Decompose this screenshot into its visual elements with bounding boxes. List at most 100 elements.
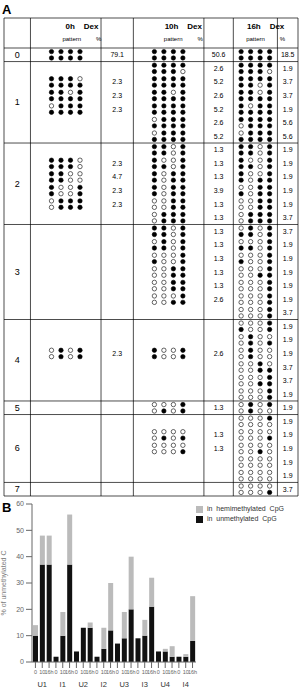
svg-text:16h Dex: 16h Dex <box>247 22 285 31</box>
svg-text:1.9: 1.9 <box>283 459 293 466</box>
svg-text:40: 40 <box>16 553 24 560</box>
svg-text:5.6: 5.6 <box>283 119 293 126</box>
svg-text:3.7: 3.7 <box>283 364 293 371</box>
svg-text:0: 0 <box>95 669 98 675</box>
svg-text:1.9: 1.9 <box>283 106 293 113</box>
svg-text:2.3: 2.3 <box>112 201 122 208</box>
svg-text:1.9: 1.9 <box>283 472 293 479</box>
svg-text:1.3: 1.3 <box>214 431 224 438</box>
svg-text:2.6: 2.6 <box>214 350 224 357</box>
svg-text:1.3: 1.3 <box>214 445 224 452</box>
svg-text:1.9: 1.9 <box>283 173 293 180</box>
svg-text:50.6: 50.6 <box>212 51 226 58</box>
svg-text:1.9: 1.9 <box>283 241 293 248</box>
svg-text:3.9: 3.9 <box>214 187 224 194</box>
svg-text:10: 10 <box>16 632 24 639</box>
svg-text:I2: I2 <box>101 680 107 689</box>
svg-text:pattern %: pattern % <box>164 36 204 42</box>
svg-text:2.3: 2.3 <box>112 187 122 194</box>
svg-text:18.5: 18.5 <box>281 51 294 58</box>
svg-text:16h: 16h <box>44 669 53 675</box>
svg-text:1.9: 1.9 <box>283 350 293 357</box>
svg-text:2.3: 2.3 <box>112 106 122 113</box>
svg-text:1.3: 1.3 <box>214 228 224 235</box>
svg-text:3: 3 <box>15 267 20 277</box>
svg-text:1.9: 1.9 <box>283 65 293 72</box>
svg-text:I4: I4 <box>183 680 189 689</box>
svg-text:5.2: 5.2 <box>214 78 224 85</box>
svg-text:6: 6 <box>15 443 20 453</box>
svg-text:1.3: 1.3 <box>214 201 224 208</box>
svg-text:16h: 16h <box>106 669 115 675</box>
svg-text:0: 0 <box>157 669 160 675</box>
svg-text:0: 0 <box>136 669 139 675</box>
svg-text:1.9: 1.9 <box>283 146 293 153</box>
svg-text:1.9: 1.9 <box>283 269 293 276</box>
svg-text:1.9: 1.9 <box>283 201 293 208</box>
svg-text:3.7: 3.7 <box>283 214 293 221</box>
svg-text:16h: 16h <box>85 669 94 675</box>
svg-text:1.3: 1.3 <box>214 146 224 153</box>
svg-text:0: 0 <box>15 50 20 60</box>
svg-text:% of unmethylated C: % of unmethylated C <box>8 551 9 616</box>
svg-text:1.3: 1.3 <box>214 404 224 411</box>
svg-text:3.7: 3.7 <box>283 78 293 85</box>
svg-text:2: 2 <box>15 179 20 189</box>
svg-text:U3: U3 <box>119 680 129 689</box>
svg-text:1.9: 1.9 <box>283 323 293 330</box>
svg-text:1.9: 1.9 <box>283 296 293 303</box>
svg-text:3.7: 3.7 <box>283 228 293 235</box>
svg-text:1.9: 1.9 <box>283 445 293 452</box>
svg-text:1.9: 1.9 <box>283 391 293 398</box>
svg-text:1.3: 1.3 <box>214 282 224 289</box>
svg-text:0h Dex: 0h Dex <box>65 22 98 31</box>
svg-text:2.3: 2.3 <box>112 350 122 357</box>
svg-text:3.7: 3.7 <box>283 377 293 384</box>
svg-text:1: 1 <box>15 97 20 107</box>
svg-text:3.7: 3.7 <box>283 486 293 493</box>
svg-text:5.6: 5.6 <box>283 133 293 140</box>
svg-text:2.6: 2.6 <box>214 119 224 126</box>
svg-text:16h: 16h <box>126 669 135 675</box>
svg-text:5.2: 5.2 <box>214 106 224 113</box>
svg-text:2.6: 2.6 <box>214 92 224 99</box>
svg-text:0: 0 <box>54 669 57 675</box>
svg-text:1.9: 1.9 <box>283 404 293 411</box>
svg-text:pattern %: pattern % <box>62 36 102 42</box>
svg-text:0: 0 <box>20 658 24 665</box>
svg-text:A: A <box>8 2 12 17</box>
svg-text:60: 60 <box>16 500 24 507</box>
svg-text:1.9: 1.9 <box>283 160 293 167</box>
svg-text:2.3: 2.3 <box>112 92 122 99</box>
svg-text:4.7: 4.7 <box>112 173 122 180</box>
svg-text:2.6: 2.6 <box>214 65 224 72</box>
svg-text:0: 0 <box>116 669 119 675</box>
svg-text:16h: 16h <box>167 669 176 675</box>
svg-text:0: 0 <box>75 669 78 675</box>
svg-text:1.3: 1.3 <box>214 160 224 167</box>
svg-text:0: 0 <box>177 669 180 675</box>
svg-text:U2: U2 <box>78 680 88 689</box>
svg-text:1.3: 1.3 <box>214 214 224 221</box>
svg-text:16h: 16h <box>188 669 197 675</box>
svg-text:1.9: 1.9 <box>283 187 293 194</box>
svg-text:1.3: 1.3 <box>214 269 224 276</box>
svg-text:1.3: 1.3 <box>214 241 224 248</box>
svg-text:3.7: 3.7 <box>283 309 293 316</box>
svg-text:1.9: 1.9 <box>283 418 293 425</box>
svg-text:5.2: 5.2 <box>214 133 224 140</box>
svg-text:1.9: 1.9 <box>283 282 293 289</box>
svg-text:0: 0 <box>34 669 37 675</box>
svg-text:U1: U1 <box>37 680 47 689</box>
svg-text:I3: I3 <box>142 680 148 689</box>
svg-text:2.6: 2.6 <box>214 296 224 303</box>
svg-text:3.7: 3.7 <box>283 92 293 99</box>
svg-text:pattern %: pattern % <box>246 36 286 42</box>
svg-text:30: 30 <box>16 579 24 586</box>
svg-text:2.3: 2.3 <box>112 160 122 167</box>
svg-text:1.3: 1.3 <box>214 173 224 180</box>
svg-text:20: 20 <box>16 606 24 613</box>
svg-text:I1: I1 <box>60 680 66 689</box>
svg-text:4: 4 <box>15 355 20 365</box>
svg-text:1.9: 1.9 <box>283 431 293 438</box>
